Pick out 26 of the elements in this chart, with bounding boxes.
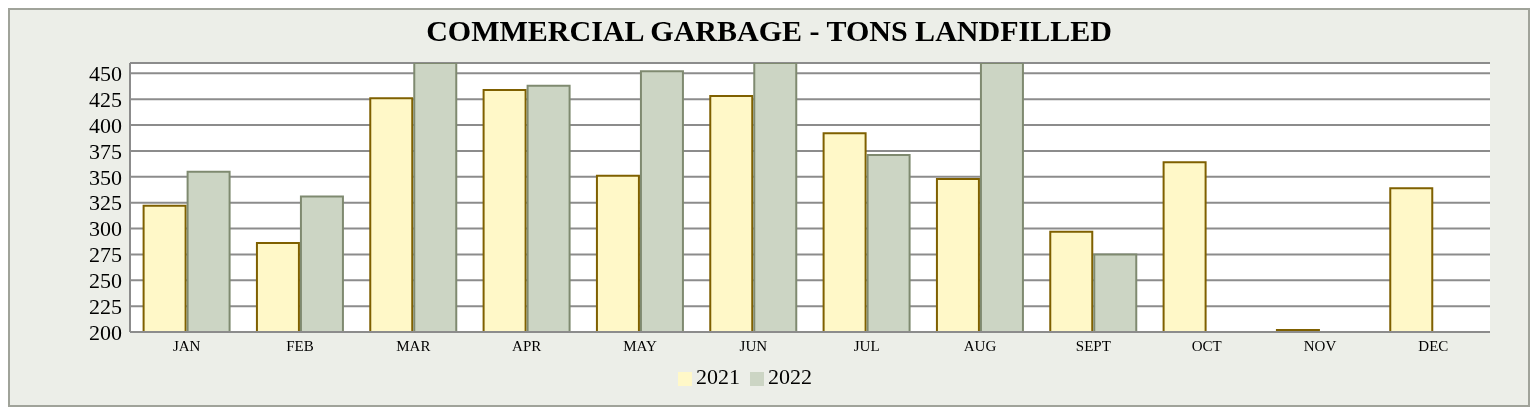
y-tick-label: 450 [89, 61, 122, 87]
x-tick-label: APR [512, 337, 542, 354]
y-tick-label: 300 [89, 216, 122, 242]
y-tick-label: 425 [89, 87, 122, 113]
y-tick-label: 275 [89, 242, 122, 268]
x-tick-label: MAR [396, 337, 431, 354]
x-tick-label: JUL [853, 337, 880, 354]
x-tick-label: MAY [623, 337, 657, 354]
y-tick-label: 250 [89, 268, 122, 294]
y-tick-label: 375 [89, 138, 122, 164]
legend-label: 2021 [696, 364, 740, 389]
x-tick-label: DEC [1418, 337, 1449, 354]
x-tick-label: SEPT [1075, 337, 1111, 354]
y-tick-label: 225 [89, 293, 122, 319]
x-tick-label: NOV [1303, 337, 1337, 354]
x-tick-label: JAN [172, 337, 201, 354]
legend-label: 2022 [768, 364, 812, 389]
y-tick-label: 325 [89, 190, 122, 216]
x-tick-label: OCT [1191, 337, 1222, 354]
x-tick-label: JUN [739, 337, 768, 354]
y-tick-label: 200 [89, 319, 122, 345]
y-tick-label: 350 [89, 164, 122, 190]
x-tick-label: AUG [963, 337, 997, 354]
chart-title: COMMERCIAL GARBAGE - TONS LANDFILLED [425, 14, 1113, 48]
x-tick-label: FEB [286, 337, 314, 354]
y-tick-label: 400 [89, 112, 122, 138]
